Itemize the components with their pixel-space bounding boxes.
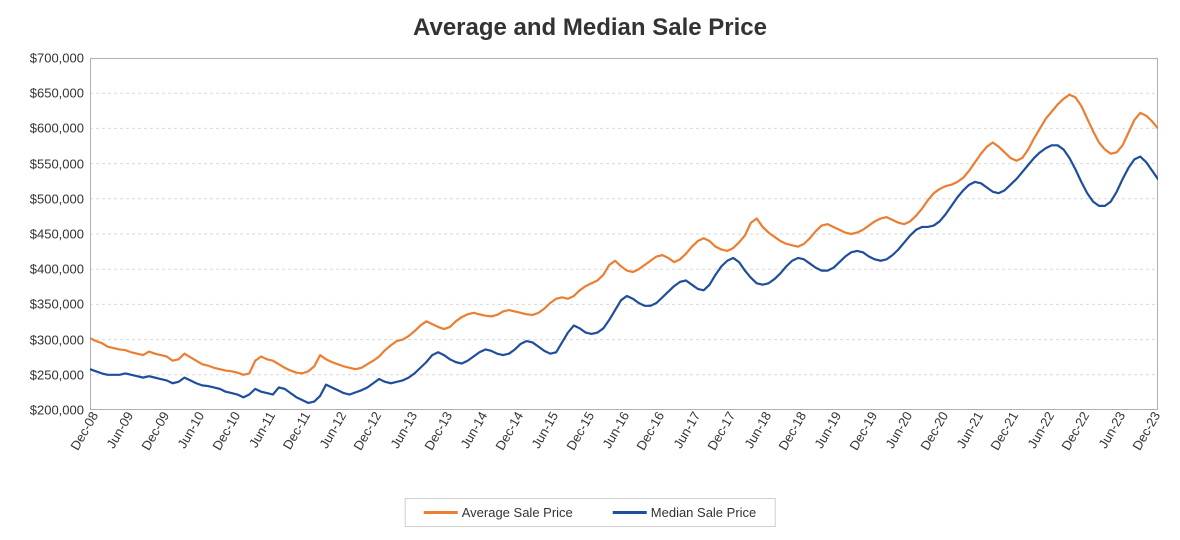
x-tick-label: Dec-23 [1129,409,1163,453]
y-tick-label: $650,000 [30,86,84,101]
legend-item-average: Average Sale Price [424,505,573,520]
y-tick-label: $500,000 [30,191,84,206]
y-tick-label: $600,000 [30,121,84,136]
legend: Average Sale Price Median Sale Price [405,498,776,527]
y-tick-label: $550,000 [30,156,84,171]
x-tick-label: Dec-10 [209,409,243,453]
x-tick-label: Jun-17 [670,409,703,451]
x-tick-label: Jun-12 [316,409,349,451]
x-tick-label: Jun-11 [246,409,278,450]
x-tick-label: Dec-21 [988,409,1022,453]
x-tick-label: Jun-20 [883,409,916,451]
y-tick-label: $350,000 [30,297,84,312]
x-tick-label: Dec-17 [705,409,739,453]
y-tick-label: $200,000 [30,403,84,418]
x-tick-label: Dec-12 [351,409,385,453]
x-tick-label: Jun-10 [175,409,208,451]
x-tick-label: Dec-15 [563,409,597,453]
legend-swatch-median [613,511,647,514]
x-tick-label: Dec-13 [421,409,455,453]
series-line-average [90,95,1158,375]
y-tick-label: $450,000 [30,227,84,242]
y-tick-label: $400,000 [30,262,84,277]
x-tick-label: Jun-09 [104,409,137,451]
legend-label-average: Average Sale Price [462,505,573,520]
x-tick-label: Jun-19 [812,409,845,451]
x-tick-label: Dec-16 [634,409,668,453]
x-tick-label: Jun-14 [458,409,491,451]
x-tick-label: Dec-11 [280,409,313,452]
x-tick-label: Jun-23 [1095,409,1128,451]
plot-area: $200,000$250,000$300,000$350,000$400,000… [90,58,1158,410]
series-line-median [90,145,1158,403]
x-tick-label: Jun-22 [1024,409,1057,451]
x-tick-label: Jun-18 [741,409,774,451]
x-tick-label: Dec-18 [775,409,809,453]
x-tick-label: Jun-13 [387,409,420,451]
x-tick-label: Dec-22 [1059,409,1093,453]
plot-svg [90,58,1158,410]
chart-title: Average and Median Sale Price [0,14,1180,42]
x-tick-label: Jun-15 [529,409,562,451]
y-tick-label: $300,000 [30,332,84,347]
y-tick-label: $700,000 [30,51,84,66]
x-tick-label: Dec-09 [138,409,172,453]
legend-swatch-average [424,511,458,514]
sale-price-chart: Average and Median Sale Price $200,000$2… [0,0,1180,540]
x-tick-label: Jun-16 [599,409,632,451]
x-tick-label: Dec-14 [492,409,526,453]
legend-label-median: Median Sale Price [651,505,757,520]
y-tick-label: $250,000 [30,367,84,382]
x-tick-label: Jun-21 [953,409,986,451]
x-tick-label: Dec-19 [846,409,880,453]
legend-item-median: Median Sale Price [613,505,757,520]
x-tick-label: Dec-20 [917,409,951,453]
